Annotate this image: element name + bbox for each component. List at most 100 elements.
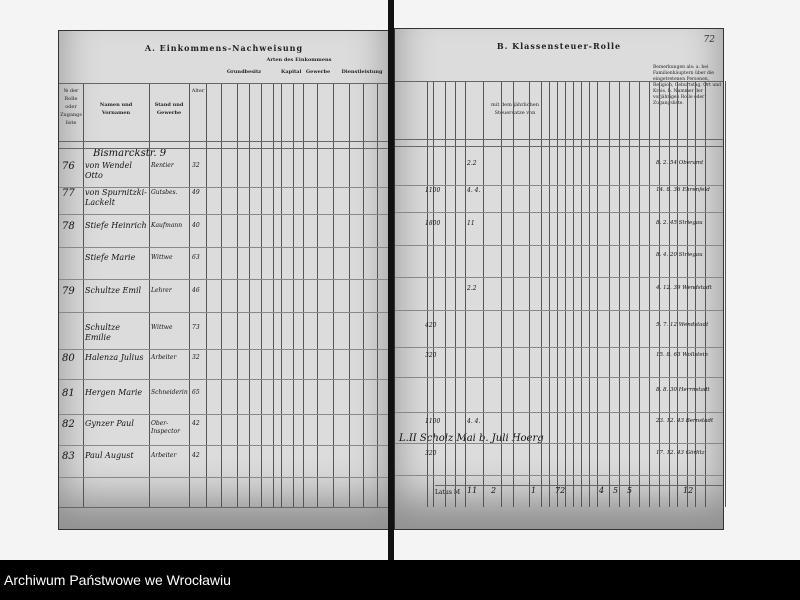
remarks-entry: 8. 2. 45 Striegau [656, 220, 703, 226]
column-rule [293, 83, 294, 507]
row-rule [395, 277, 723, 278]
column-rule [695, 81, 696, 507]
page-gutter [388, 0, 394, 560]
column-rule [149, 83, 150, 507]
section-a-title: A. Einkommens-Nachweisung [144, 43, 304, 53]
column-rule [189, 83, 190, 507]
resident-occupation: Wittwe [151, 324, 173, 331]
column-rule [249, 83, 250, 507]
row-rule [59, 214, 389, 215]
column-rule [427, 81, 428, 507]
row-number: 78 [62, 221, 75, 232]
resident-occupation: Gutsbes. [151, 189, 178, 196]
row-number: 77 [62, 188, 75, 199]
column-rule [501, 81, 502, 507]
row-rule [59, 349, 389, 350]
column-rule [597, 81, 598, 507]
row-rule [395, 377, 723, 378]
row-rule [59, 312, 389, 313]
remarks-entry: 14. 8. 36 Ehrenfeld [656, 187, 710, 193]
page-number: 72 [703, 35, 715, 45]
tax-class: 11 [467, 220, 475, 227]
subgroup-gewerbe: Gewerbe [305, 69, 331, 75]
resident-name: Schultze Emilie [85, 323, 120, 342]
header-rule [395, 81, 723, 82]
resident-name: von Spurnitzki-Lackelt [85, 188, 147, 207]
resident-name: Gynzer Paul [85, 419, 134, 428]
remarks-entry: 23. 12. 43 Bernstadt [656, 418, 714, 424]
resident-name: Schultze Emil [85, 286, 142, 295]
column-rule [609, 81, 610, 507]
column-rule [455, 81, 456, 507]
column-rule [619, 81, 620, 507]
col-name-header: Namen und Vornamen [99, 102, 133, 116]
column-rule [557, 81, 558, 507]
column-rule [581, 81, 582, 507]
row-number: 80 [62, 353, 75, 364]
row-number: 82 [62, 419, 75, 430]
resident-name: Stiefe Marie [85, 253, 136, 262]
resident-occupation: Lehrer [151, 287, 172, 294]
resident-occupation: Kaufmann [151, 222, 183, 229]
column-rule [639, 81, 640, 507]
row-number: 76 [62, 161, 75, 172]
column-rule [433, 81, 434, 507]
resident-age: 65 [192, 389, 200, 396]
header-rule [59, 141, 389, 142]
column-rule [221, 83, 222, 507]
right-page: B. Klassensteuer-Rolle 72 mit dem jährli… [394, 28, 726, 530]
tax-rate-header: mit dem jährlichen Steuersatze von [491, 102, 539, 116]
column-rule [237, 83, 238, 507]
row-number: 79 [62, 286, 75, 297]
resident-occupation: Rentier [151, 162, 174, 169]
resident-occupation: Arbeiter [151, 452, 177, 459]
column-rule [541, 81, 542, 507]
archive-name: Archiwum Państwowe we Wrocławiu [4, 572, 231, 588]
resident-occupation: Wittwe [151, 254, 173, 261]
resident-name: Paul August [85, 451, 134, 460]
header-rule [59, 148, 389, 149]
handwritten-note: L.II Scholz Mai b. Juli Hoerg [399, 433, 544, 444]
column-rule [206, 83, 207, 507]
column-rule [677, 81, 678, 507]
row-rule [395, 443, 723, 444]
section-b-title: B. Klassensteuer-Rolle [496, 41, 622, 51]
column-rule [649, 81, 650, 507]
row-rule [59, 379, 389, 380]
column-rule [513, 81, 514, 507]
totals-label: Latus M [435, 489, 460, 496]
left-page: A. Einkommens-Nachweisung Arten des Eink… [58, 30, 390, 530]
subgroup-kapital: Kapital [281, 69, 302, 75]
total-value: 2 [491, 486, 497, 495]
resident-age: 49 [192, 189, 200, 196]
total-value: 5 [613, 486, 619, 495]
row-rule [395, 245, 723, 246]
column-rule [333, 83, 334, 507]
header-rule [395, 139, 723, 140]
income-value: 320 [425, 352, 437, 359]
header-rule [395, 146, 723, 147]
document-scan: A. Einkommens-Nachweisung Arten des Eink… [0, 0, 800, 560]
remarks-entry: 5. 7. 12 Wendstadt [656, 322, 709, 328]
remarks-entry: 17. 12. 43 Görlitz [656, 450, 705, 456]
row-rule [395, 185, 723, 186]
column-rule [445, 81, 446, 507]
header-rule [59, 83, 389, 84]
resident-age: 32 [192, 354, 200, 361]
remarks-entry: 8. 2. 54 Oberamt [656, 160, 704, 166]
column-rule [629, 81, 630, 507]
tax-class: 4. 4. [467, 418, 481, 425]
remarks-entry: 15. 8. 63 Wollstein [656, 352, 708, 358]
tax-class: 2.2 [467, 285, 477, 292]
tax-class: 4. 4. [467, 187, 481, 194]
income-value: 320 [425, 450, 437, 457]
archive-footer: Archiwum Państwowe we Wrocławiu [0, 560, 800, 600]
totals-rule [435, 485, 723, 486]
income-value: 1100 [425, 187, 441, 194]
column-rule [573, 81, 574, 507]
resident-occupation: Ober-Inspector [151, 420, 180, 435]
column-rule [669, 81, 670, 507]
total-value: 4 [599, 486, 605, 495]
column-rule [261, 83, 262, 507]
column-rule [565, 81, 566, 507]
